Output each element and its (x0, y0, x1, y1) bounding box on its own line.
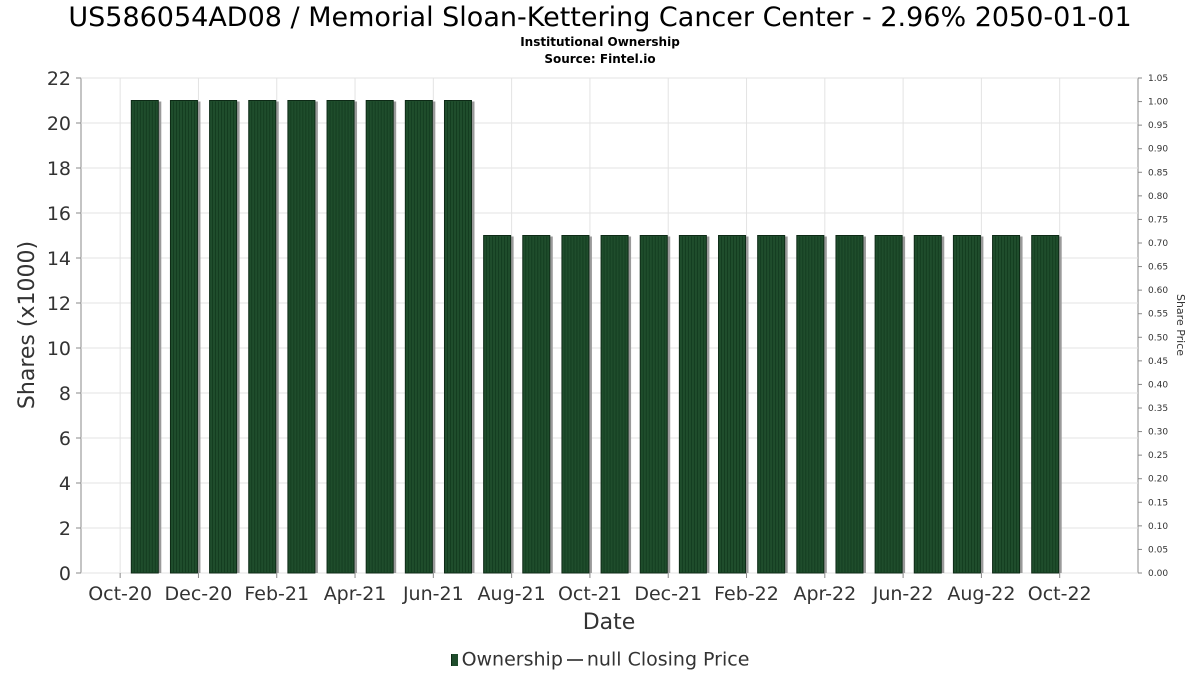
y-tick-label: 0 (59, 563, 71, 585)
y2-tick-label: 0.10 (1148, 522, 1168, 532)
ownership-bar (874, 235, 903, 574)
y2-tick-label: 1.00 (1148, 98, 1168, 108)
y-axis: 0 2 4 6 8 10 12 14 16 18 20 22 (47, 68, 81, 585)
x-tick-label: Apr-21 (324, 583, 387, 605)
x-tick-label: Dec-20 (165, 583, 233, 605)
y2-tick-label: 0.35 (1148, 404, 1168, 414)
y2-tick-label: 0.05 (1148, 545, 1168, 555)
x-tick-label: Jun-21 (402, 583, 464, 605)
y2-axis: 0.00 0.05 0.10 0.15 0.20 0.25 0.30 0.35 0.40 0.45… (1138, 74, 1168, 579)
y-tick-label: 12 (47, 293, 71, 315)
x-axis: Oct-20 Dec-20 Feb-21 Apr-21 Jun-21 Aug-21 Oct-… (88, 573, 1092, 605)
chart-title: US586054AD08 / Memorial Sloan-Kettering … (68, 2, 1132, 33)
y-tick-label: 18 (47, 158, 71, 180)
y-axis-label: Shares (x1000) (15, 241, 40, 409)
y2-tick-label: 0.65 (1148, 263, 1168, 273)
ownership-bar (326, 100, 355, 574)
ownership-bar (796, 235, 825, 574)
y2-tick-label: 0.20 (1148, 475, 1168, 485)
x-tick-label: Feb-21 (244, 583, 309, 605)
ownership-bar (169, 100, 198, 574)
y-tick-label: 16 (47, 203, 71, 225)
ownership-bar (757, 235, 786, 574)
y-tick-label: 14 (47, 248, 71, 270)
ownership-bar (365, 100, 394, 574)
ownership-bar (952, 235, 981, 574)
y2-tick-label: 0.30 (1148, 428, 1168, 438)
x-tick-label: Aug-21 (478, 583, 546, 605)
ownership-bar (678, 235, 707, 574)
ownership-bar (248, 100, 277, 574)
y2-tick-label: 0.95 (1148, 121, 1168, 131)
x-tick-label: Dec-21 (634, 583, 702, 605)
price-legend-line (566, 658, 583, 661)
ownership-bar (404, 100, 433, 574)
x-axis-label: Date (583, 610, 636, 635)
ownership-bar (1031, 235, 1060, 574)
legend: Ownership null Closing Price (0, 648, 1200, 671)
ownership-bar (718, 235, 747, 574)
y2-tick-label: 0.45 (1148, 357, 1168, 367)
y-tick-label: 10 (47, 338, 71, 360)
x-tick-label: Oct-22 (1028, 583, 1092, 605)
y2-tick-label: 0.15 (1148, 498, 1168, 508)
ownership-bar (835, 235, 864, 574)
legend-price-label: null Closing Price (586, 648, 750, 671)
y2-axis-label: Share Price (1174, 294, 1187, 356)
x-tick-label: Apr-22 (793, 583, 856, 605)
ownership-bar (913, 235, 942, 574)
chart-source: Source: Fintel.io (544, 52, 656, 66)
y2-tick-label: 0.40 (1148, 380, 1168, 390)
x-tick-label: Oct-20 (88, 583, 152, 605)
y2-tick-label: 0.75 (1148, 215, 1168, 225)
y-tick-label: 2 (59, 518, 71, 540)
ownership-bar (561, 235, 590, 574)
y2-tick-label: 0.60 (1148, 286, 1168, 296)
ownership-bar (287, 100, 316, 574)
ownership-bar (600, 235, 629, 574)
ownership-legend-swatch (450, 653, 458, 666)
y2-tick-label: 0.70 (1148, 239, 1168, 249)
y2-tick-label: 0.85 (1148, 168, 1168, 178)
y-tick-label: 20 (47, 113, 71, 135)
y2-tick-label: 1.05 (1148, 74, 1168, 84)
ownership-bar (483, 235, 512, 574)
ownership-bar (443, 100, 472, 574)
y-tick-label: 22 (47, 68, 71, 90)
chart-subtitle: Institutional Ownership (520, 35, 680, 49)
y2-tick-label: 0.80 (1148, 192, 1168, 202)
bars (130, 100, 1062, 574)
ownership-bar (992, 235, 1021, 574)
ownership-bar (209, 100, 238, 574)
y-tick-label: 6 (59, 428, 71, 450)
y2-tick-label: 0.25 (1148, 451, 1168, 461)
legend-ownership-label: Ownership (461, 648, 563, 671)
ownership-bar (522, 235, 551, 574)
y2-tick-label: 0.50 (1148, 333, 1168, 343)
ownership-bar (130, 100, 159, 574)
x-tick-label: Jun-22 (872, 583, 934, 605)
y2-tick-label: 0.55 (1148, 310, 1168, 320)
y-tick-label: 8 (59, 383, 71, 405)
y-tick-label: 4 (59, 473, 71, 495)
y2-tick-label: 0.00 (1148, 569, 1168, 579)
x-tick-label: Aug-22 (947, 583, 1015, 605)
y2-tick-label: 0.90 (1148, 145, 1168, 155)
x-tick-label: Oct-21 (558, 583, 622, 605)
ownership-bar (639, 235, 668, 574)
x-tick-label: Feb-22 (714, 583, 779, 605)
